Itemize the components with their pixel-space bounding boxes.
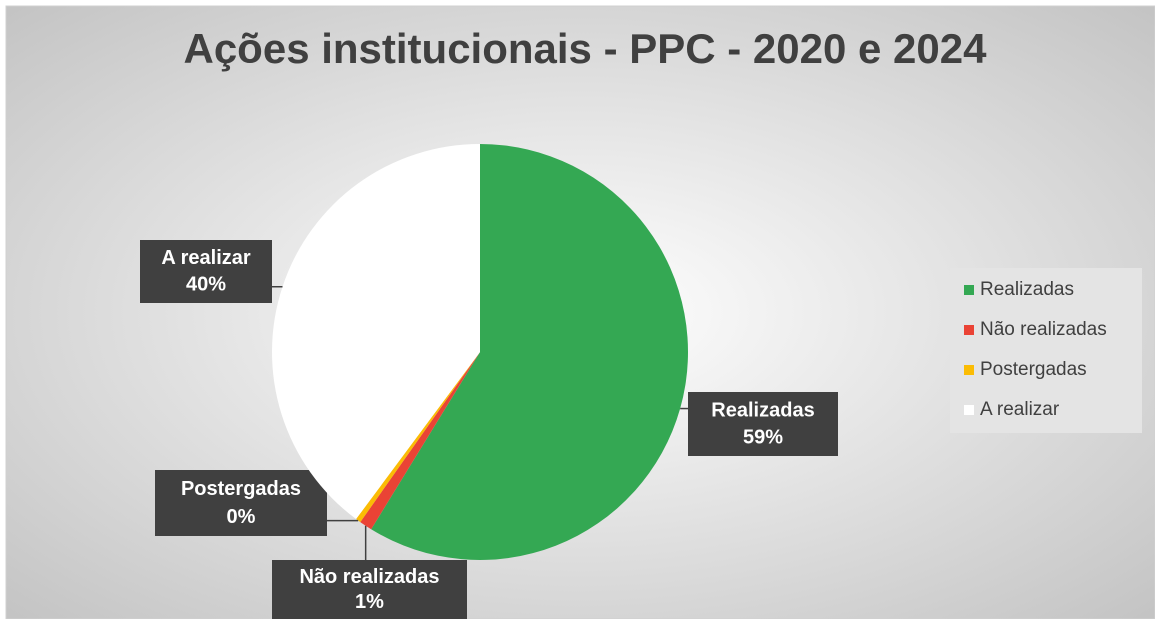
data-label-name: A realizar bbox=[161, 247, 251, 269]
data-label-box bbox=[688, 392, 838, 456]
data-label-value: 0% bbox=[227, 506, 256, 528]
legend-swatch bbox=[964, 325, 974, 335]
legend-label: Postergadas bbox=[980, 359, 1087, 380]
legend-swatch bbox=[964, 405, 974, 415]
chart-title: Ações institucionais - PPC - 2020 e 2024 bbox=[183, 25, 987, 72]
legend-label: Realizadas bbox=[980, 279, 1074, 300]
pie-slice bbox=[272, 144, 480, 520]
legend-swatch bbox=[964, 285, 974, 295]
legend-label: A realizar bbox=[980, 399, 1060, 420]
legend-label: Não realizadas bbox=[980, 319, 1107, 340]
pie-slice bbox=[360, 352, 480, 530]
pie-slice bbox=[371, 144, 688, 560]
legend-swatch bbox=[964, 365, 974, 375]
legend-box bbox=[950, 268, 1142, 433]
data-label-box bbox=[140, 240, 272, 303]
data-label-name: Postergadas bbox=[181, 478, 301, 500]
data-label-name: Não realizadas bbox=[299, 566, 439, 588]
data-label-box bbox=[155, 470, 327, 536]
pie-slice bbox=[356, 352, 480, 523]
data-label-value: 1% bbox=[355, 591, 384, 613]
data-label-value: 40% bbox=[186, 274, 226, 296]
data-label-name: Realizadas bbox=[711, 399, 814, 421]
data-label-box bbox=[272, 560, 467, 619]
data-label-value: 59% bbox=[743, 426, 783, 448]
